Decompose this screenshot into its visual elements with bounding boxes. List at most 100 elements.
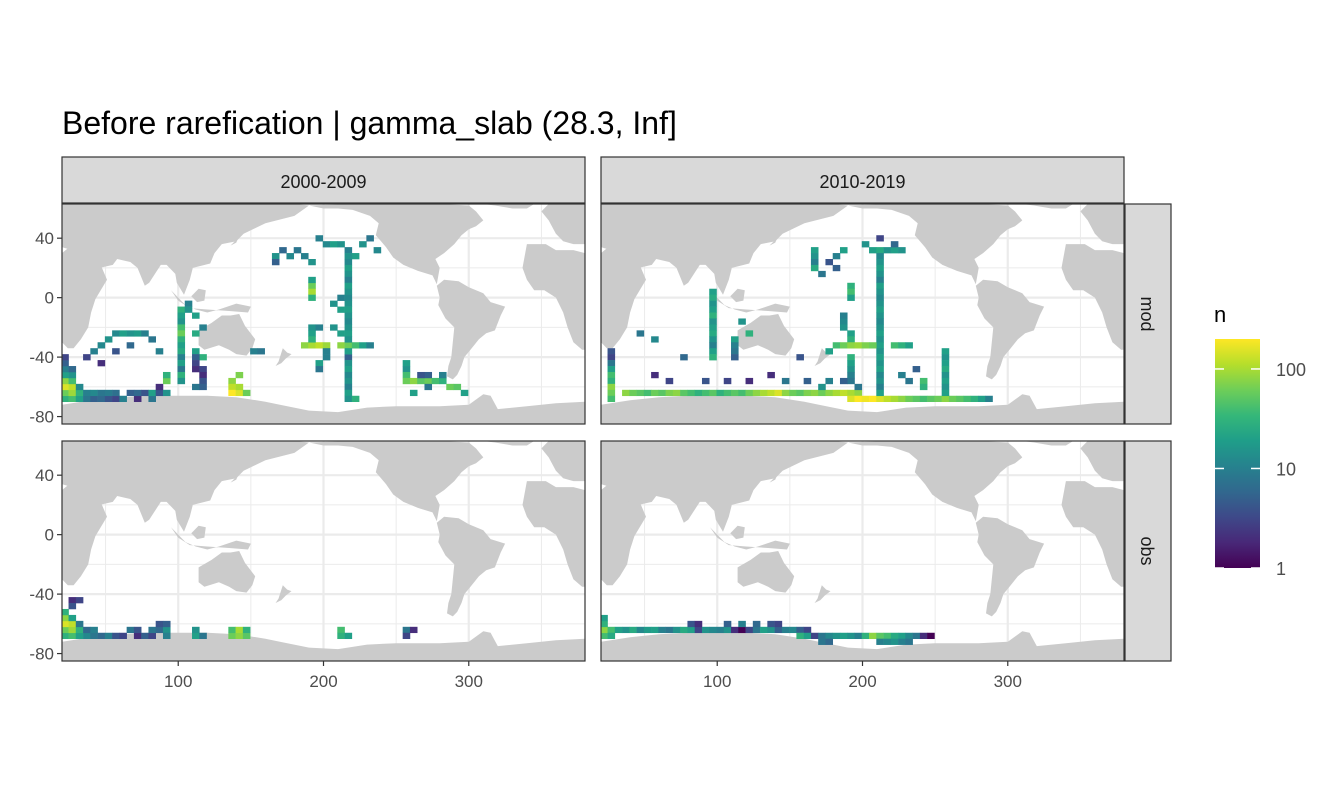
heatmap-tile xyxy=(308,330,316,337)
heatmap-tile xyxy=(731,348,739,355)
heatmap-tile xyxy=(709,330,717,337)
heatmap-tile xyxy=(883,632,892,640)
heatmap-tile xyxy=(847,371,855,379)
heatmap-tile xyxy=(607,626,616,634)
land-layer xyxy=(62,204,585,424)
heatmap-tile xyxy=(912,632,921,640)
heatmap-tile xyxy=(184,306,193,313)
land-greenland xyxy=(1022,441,1074,446)
heatmap-tile xyxy=(723,389,732,397)
heatmap-tile xyxy=(767,389,775,397)
strip-row-2 xyxy=(1124,440,1172,662)
heatmap-tile xyxy=(876,342,884,349)
land-eurasia xyxy=(601,204,848,295)
heatmap-tile xyxy=(709,294,717,301)
heatmap-tile xyxy=(709,300,717,307)
heatmap-tile xyxy=(126,342,135,349)
heatmap-tile xyxy=(162,632,171,640)
heatmap-tile xyxy=(839,342,848,349)
heatmap-tile xyxy=(68,632,77,640)
y-tick-label: -40 xyxy=(29,348,54,367)
heatmap-tile xyxy=(235,626,244,634)
heatmap-tile xyxy=(796,389,804,397)
heatmap-tile xyxy=(687,389,695,397)
heatmap-tile xyxy=(680,354,688,361)
heatmap-tile xyxy=(890,342,899,349)
heatmap-tile xyxy=(439,371,447,379)
heatmap-tile xyxy=(308,294,316,301)
heatmap-tile xyxy=(847,366,855,373)
heatmap-tile xyxy=(760,389,768,397)
heatmap-tile xyxy=(199,366,207,373)
heatmap-tile xyxy=(199,383,207,391)
heatmap-tile xyxy=(839,377,848,385)
heatmap-tile xyxy=(876,247,884,254)
heatmap-tile xyxy=(658,389,666,397)
heatmap-tile xyxy=(68,377,77,385)
heatmap-tile xyxy=(876,366,884,373)
heatmap-tile xyxy=(308,336,316,343)
heatmap-tile xyxy=(112,389,120,397)
heatmap-tile xyxy=(104,395,113,403)
heatmap-tile xyxy=(402,377,411,385)
heatmap-tile xyxy=(651,626,659,634)
heatmap-tile xyxy=(905,632,913,640)
heatmap-tile xyxy=(694,620,703,628)
heatmap-tile xyxy=(941,354,950,361)
heatmap-tile xyxy=(731,626,739,634)
heatmap-tile xyxy=(199,632,207,640)
y-tick-label: -80 xyxy=(29,645,54,664)
land-japan xyxy=(760,232,783,251)
heatmap-tile xyxy=(607,632,616,640)
heatmap-tile xyxy=(818,632,826,640)
land-newzealand xyxy=(814,348,831,366)
heatmap-tile xyxy=(62,371,69,379)
heatmap-tile xyxy=(919,383,928,391)
panel-plot-area xyxy=(601,204,1124,424)
heatmap-tile xyxy=(658,626,666,634)
heatmap-tile xyxy=(672,626,681,634)
heatmap-tile xyxy=(810,264,819,272)
heatmap-tile xyxy=(68,395,77,403)
land-south-america xyxy=(975,516,1045,617)
legend: n 1 10 100 xyxy=(1214,302,1306,579)
heatmap-tile xyxy=(402,632,411,640)
heatmap-tile xyxy=(155,389,164,397)
heatmap-tile xyxy=(912,395,921,403)
heatmap-tile xyxy=(97,389,106,397)
heatmap-tile xyxy=(767,371,775,379)
heatmap-tile xyxy=(839,632,848,640)
y-tick-label: 40 xyxy=(35,466,54,485)
heatmap-tile xyxy=(344,318,353,325)
heatmap-tile xyxy=(192,366,200,373)
heatmap-tile xyxy=(876,270,884,278)
heatmap-tile xyxy=(235,389,244,397)
heatmap-tile xyxy=(344,312,353,319)
land-japan xyxy=(760,469,783,488)
heatmap-tile xyxy=(351,395,360,403)
land-eurasia xyxy=(62,204,309,295)
heatmap-tile xyxy=(970,395,979,403)
land-indonesia xyxy=(710,527,790,550)
heatmap-tile xyxy=(177,377,186,385)
heatmap-tile xyxy=(155,626,164,634)
heatmap-tile xyxy=(898,395,906,403)
heatmap-tile xyxy=(651,389,659,397)
heatmap-tile xyxy=(62,632,69,640)
heatmap-tile xyxy=(694,389,703,397)
heatmap-tile xyxy=(192,330,200,337)
heatmap-tile xyxy=(155,348,164,355)
heatmap-tile xyxy=(104,336,113,343)
heatmap-tile xyxy=(228,383,236,391)
heatmap-tile xyxy=(315,324,324,331)
heatmap-tile xyxy=(941,360,950,367)
heatmap-tile xyxy=(177,360,186,367)
heatmap-tile xyxy=(133,632,142,640)
heatmap-tile xyxy=(351,253,360,260)
heatmap-tile xyxy=(322,342,331,349)
heatmap-tile xyxy=(876,282,884,290)
heatmap-tile xyxy=(344,300,353,307)
x-tick-label: 300 xyxy=(455,672,483,691)
heatmap-tile xyxy=(417,377,425,385)
heatmap-tile xyxy=(629,389,637,397)
